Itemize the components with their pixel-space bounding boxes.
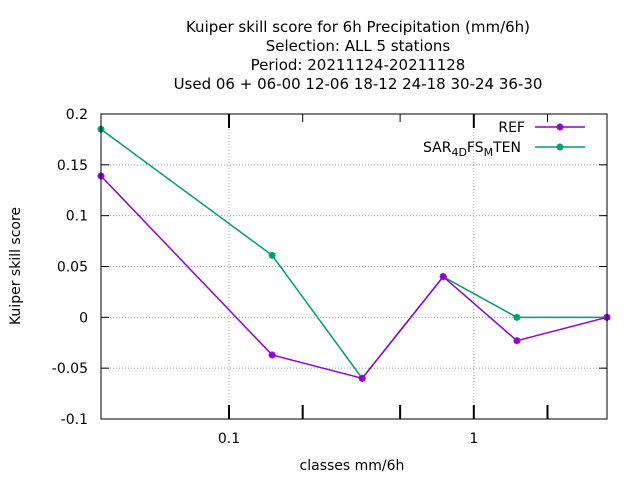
x-tick-label: 1 (469, 431, 478, 447)
series-0-point (268, 351, 276, 359)
legend-label-sar-part-b: 4D (451, 146, 466, 159)
chart-title-line-4: Used 06 + 06-00 12-06 18-12 24-18 30-24 … (173, 75, 543, 93)
plot-frame (100, 113, 608, 420)
x-axis-label: classes mm/6h (300, 458, 405, 474)
y-tick-label: -0.05 (52, 361, 88, 377)
y-tick-label: 0.05 (57, 260, 88, 276)
y-axis-label: Kuiper skill score (8, 207, 24, 325)
legend-label-ref: REF (498, 120, 525, 136)
x-tick-label: 0.1 (218, 431, 240, 447)
legend-label-sar: SAR4DFSMTEN (423, 140, 521, 159)
y-tick-label: -0.1 (61, 412, 88, 428)
legend: REF SAR4DFSMTEN (423, 120, 585, 159)
series-line-0 (100, 175, 608, 380)
legend-label-sar-part-e: TEN (492, 140, 521, 156)
chart-title-line-1: Kuiper skill score for 6h Precipitation … (185, 18, 531, 36)
chart-title-line-2: Selection: ALL 5 stations (265, 37, 451, 55)
series-1-point (513, 313, 521, 321)
grid (101, 114, 607, 419)
legend-label-sar-part-a: SAR (423, 140, 452, 156)
y-tick-label: 0.1 (66, 209, 88, 225)
series-0-point (439, 273, 447, 281)
y-tick-label: 0.2 (66, 107, 88, 123)
series-0-point (358, 374, 366, 382)
tick-labels: 0.2 0.15 0.1 0.05 0 -0.05 -0.1 0.1 1 (52, 107, 479, 447)
series-group (97, 125, 611, 382)
legend-label-sar-part-d: M (484, 146, 494, 159)
legend-label-sar-part-c: FS (467, 140, 484, 156)
y-tick-label: 0.15 (57, 158, 88, 174)
legend-sample-marker-0 (556, 123, 564, 131)
series-1-point (268, 251, 276, 259)
y-tick-label: 0 (79, 310, 88, 326)
series-0-point (513, 337, 521, 345)
legend-sample-marker-1 (556, 143, 564, 151)
chart-title-line-3: Period: 20211124-20211128 (250, 56, 466, 74)
series-line-1 (100, 128, 607, 380)
